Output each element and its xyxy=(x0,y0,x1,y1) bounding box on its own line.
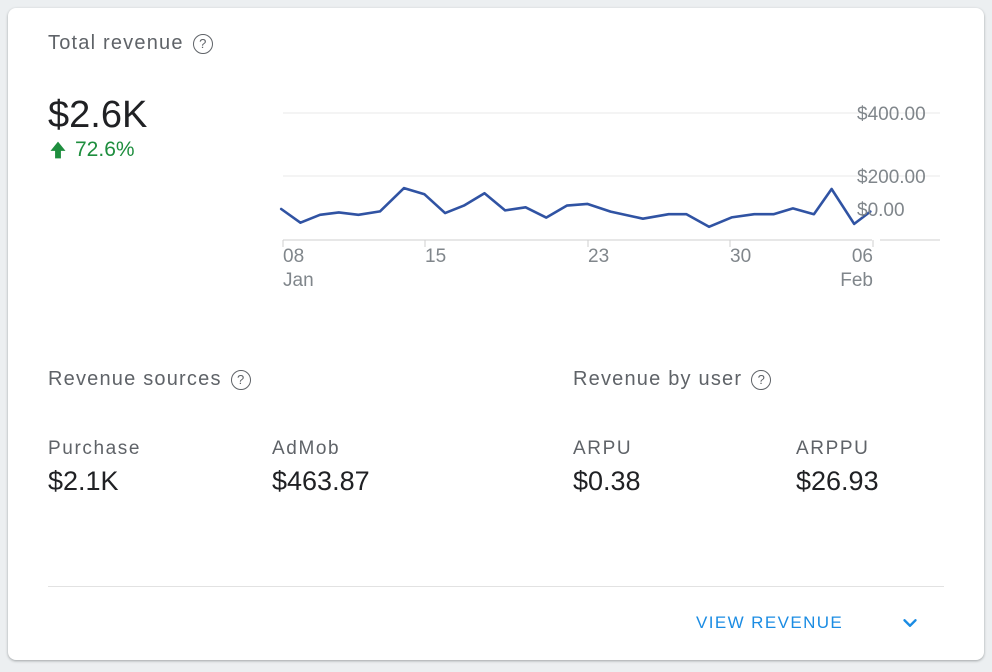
svg-text:Feb: Feb xyxy=(840,270,873,291)
svg-text:$0.00: $0.00 xyxy=(857,200,905,221)
svg-text:23: 23 xyxy=(588,246,609,267)
svg-text:30: 30 xyxy=(730,246,751,267)
svg-text:15: 15 xyxy=(425,246,446,267)
svg-text:08: 08 xyxy=(283,246,304,267)
svg-text:06: 06 xyxy=(852,246,873,267)
svg-text:$200.00: $200.00 xyxy=(857,167,926,188)
svg-text:Jan: Jan xyxy=(283,270,314,291)
svg-text:$400.00: $400.00 xyxy=(857,104,926,125)
